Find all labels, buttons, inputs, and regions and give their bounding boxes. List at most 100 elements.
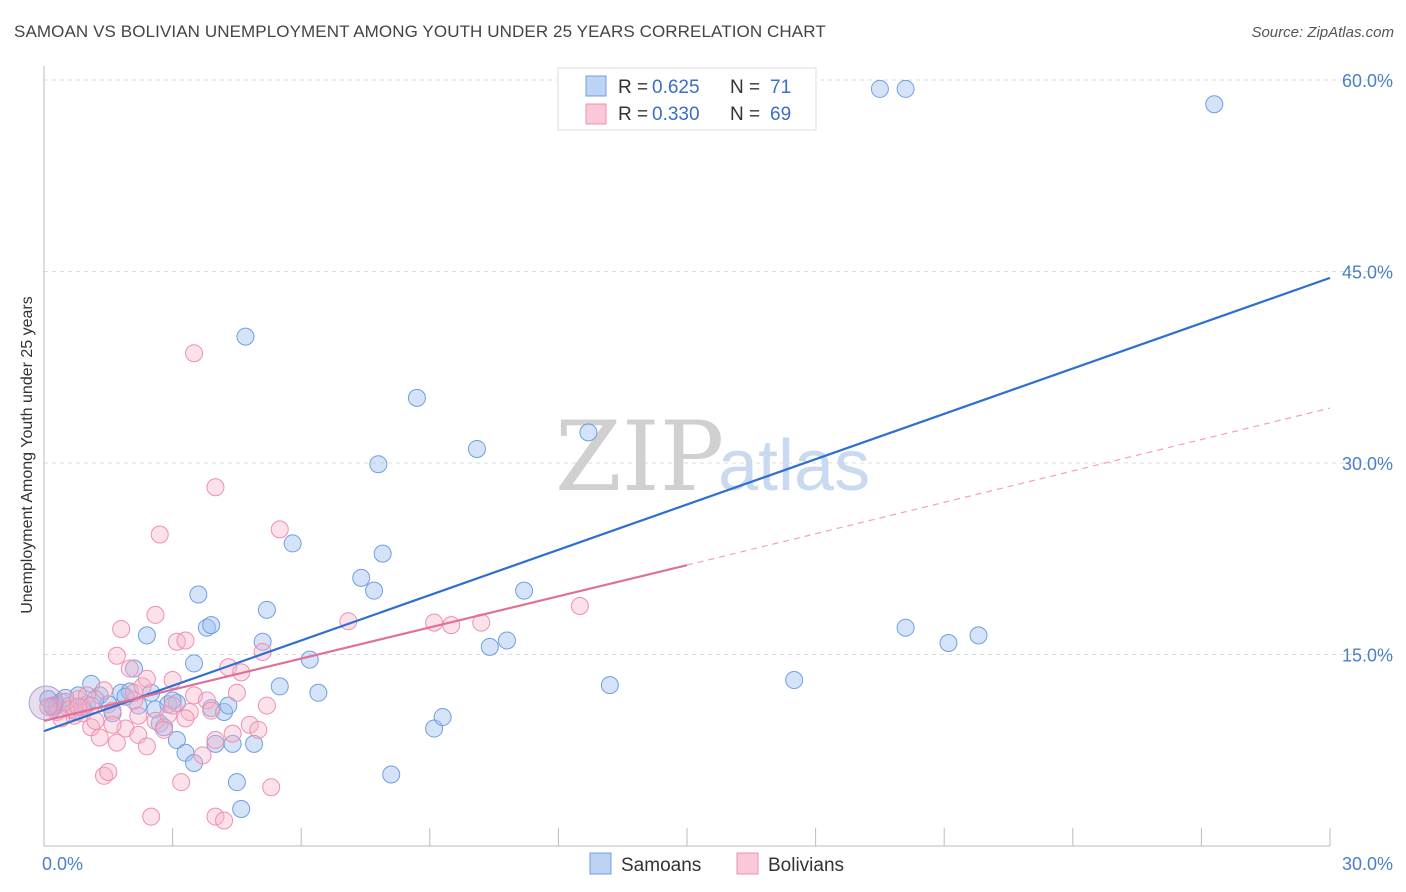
samoan-point-57 <box>785 671 804 690</box>
bolivian-point-68 <box>176 709 195 728</box>
samoan-point-41 <box>300 650 319 669</box>
bolivian-point-66 <box>206 731 225 750</box>
bolivians-points <box>28 344 589 830</box>
bolivian-point-55 <box>442 616 461 635</box>
bolivians-r-label: R = <box>618 104 648 125</box>
samoans-n-label: N = <box>730 77 760 98</box>
samoan-point-39 <box>270 677 289 696</box>
samoan-point-35 <box>236 327 255 346</box>
bolivian-point-32 <box>172 773 191 792</box>
samoan-point-53 <box>497 631 516 650</box>
watermark-zip: ZIP <box>555 401 724 513</box>
samoan-point-56 <box>600 676 619 695</box>
bolivians-trend-extension <box>686 407 1331 566</box>
bolivians-swatch <box>736 852 759 875</box>
bolivian-point-57 <box>570 596 589 615</box>
samoan-point-48 <box>407 388 426 407</box>
bolivian-point-64 <box>129 706 148 725</box>
samoan-point-52 <box>480 637 499 656</box>
samoan-point-51 <box>467 439 486 458</box>
bolivian-point-48 <box>249 720 268 739</box>
bolivian-point-42 <box>215 811 234 830</box>
samoan-point-46 <box>373 544 392 563</box>
correlation-legend: R = 0.625 N = 71 R = 0.330 N = 69 <box>557 67 817 131</box>
bolivians-legend-label: Bolivians <box>768 855 844 876</box>
bolivian-point-26 <box>146 605 165 624</box>
samoan-point-63 <box>1205 95 1224 114</box>
samoan-point-37 <box>253 632 272 651</box>
bolivian-point-29 <box>159 705 178 724</box>
bolivians-legend-swatch <box>585 103 607 125</box>
samoans-legend-label: Samoans <box>621 855 701 876</box>
bolivian-point-63 <box>163 696 182 715</box>
x-tick-label-1: 30.0% <box>1342 854 1393 874</box>
samoan-point-27 <box>202 616 221 635</box>
x-tick-labels: 0.0% 30.0% <box>42 854 1393 874</box>
samoan-point-21 <box>167 731 186 750</box>
bolivian-point-16 <box>112 619 131 638</box>
samoan-point-59 <box>896 79 915 98</box>
samoan-point-15 <box>137 626 156 645</box>
source-credit: Source: ZipAtlas.com <box>1251 24 1394 41</box>
bolivian-point-23 <box>137 737 156 756</box>
y-tick-label-0: 15.0% <box>1342 646 1393 666</box>
samoan-point-47 <box>382 765 401 784</box>
samoan-point-44 <box>365 581 384 600</box>
x-tick-label-0: 0.0% <box>42 854 83 874</box>
samoan-point-25 <box>189 585 208 604</box>
y-tick-label-1: 30.0% <box>1342 454 1393 474</box>
samoan-point-31 <box>219 696 238 715</box>
y-tick-labels: 15.0% 30.0% 45.0% 60.0% <box>1342 71 1393 666</box>
bolivian-point-40 <box>206 807 225 826</box>
bolivian-point-14 <box>107 646 126 665</box>
samoan-point-33 <box>227 773 246 792</box>
trend-lines <box>43 276 1331 733</box>
samoan-point-34 <box>232 799 251 818</box>
samoans-swatch <box>589 852 612 875</box>
bolivian-point-47 <box>240 715 259 734</box>
bolivian-point-50 <box>257 696 276 715</box>
samoans-n-value: 71 <box>770 77 791 98</box>
samoan-point-70 <box>163 691 182 710</box>
axes <box>43 66 1331 847</box>
samoan-point-42 <box>309 683 328 702</box>
samoan-point-13 <box>125 659 144 678</box>
watermark: ZIP atlas <box>555 401 870 513</box>
bolivian-point-58 <box>39 697 58 716</box>
bolivian-point-18 <box>120 659 139 678</box>
samoan-point-62 <box>969 626 988 645</box>
samoans-legend-swatch <box>585 75 607 97</box>
samoan-point-55 <box>579 423 598 442</box>
samoan-point-54 <box>515 581 534 600</box>
bolivian-point-27 <box>150 525 169 544</box>
samoan-point-58 <box>870 79 889 98</box>
samoan-point-61 <box>939 634 958 653</box>
samoan-point-45 <box>369 455 388 474</box>
bolivian-point-62 <box>137 669 156 688</box>
samoan-point-40 <box>283 534 302 553</box>
bolivian-point-28 <box>155 720 174 739</box>
bolivian-point-51 <box>262 778 281 797</box>
bolivian-point-52 <box>270 520 289 539</box>
bolivian-point-61 <box>95 681 114 700</box>
bolivian-point-12 <box>99 762 118 781</box>
samoan-point-24 <box>185 654 204 673</box>
samoan-point-36 <box>245 734 264 753</box>
bolivians-n-label: N = <box>730 104 760 125</box>
y-tick-label-3: 60.0% <box>1342 71 1393 91</box>
series-legend: Samoans Bolivians <box>589 852 844 876</box>
samoan-point-43 <box>352 568 371 587</box>
samoans-r-label: R = <box>618 77 648 98</box>
bolivian-point-39 <box>202 701 221 720</box>
gridlines <box>44 79 1395 655</box>
samoans-r-value: 0.625 <box>652 77 700 98</box>
bolivians-r-value: 0.330 <box>652 104 700 125</box>
bolivian-point-36 <box>185 344 204 363</box>
bolivian-point-41 <box>206 478 225 497</box>
samoans-trend-line <box>43 276 1331 733</box>
chart-title: SAMOAN VS BOLIVIAN UNEMPLOYMENT AMONG YO… <box>14 22 826 41</box>
samoan-point-60 <box>896 618 915 637</box>
bolivian-point-24 <box>142 807 161 826</box>
samoan-point-32 <box>223 734 242 753</box>
bolivian-point-38 <box>197 691 216 710</box>
